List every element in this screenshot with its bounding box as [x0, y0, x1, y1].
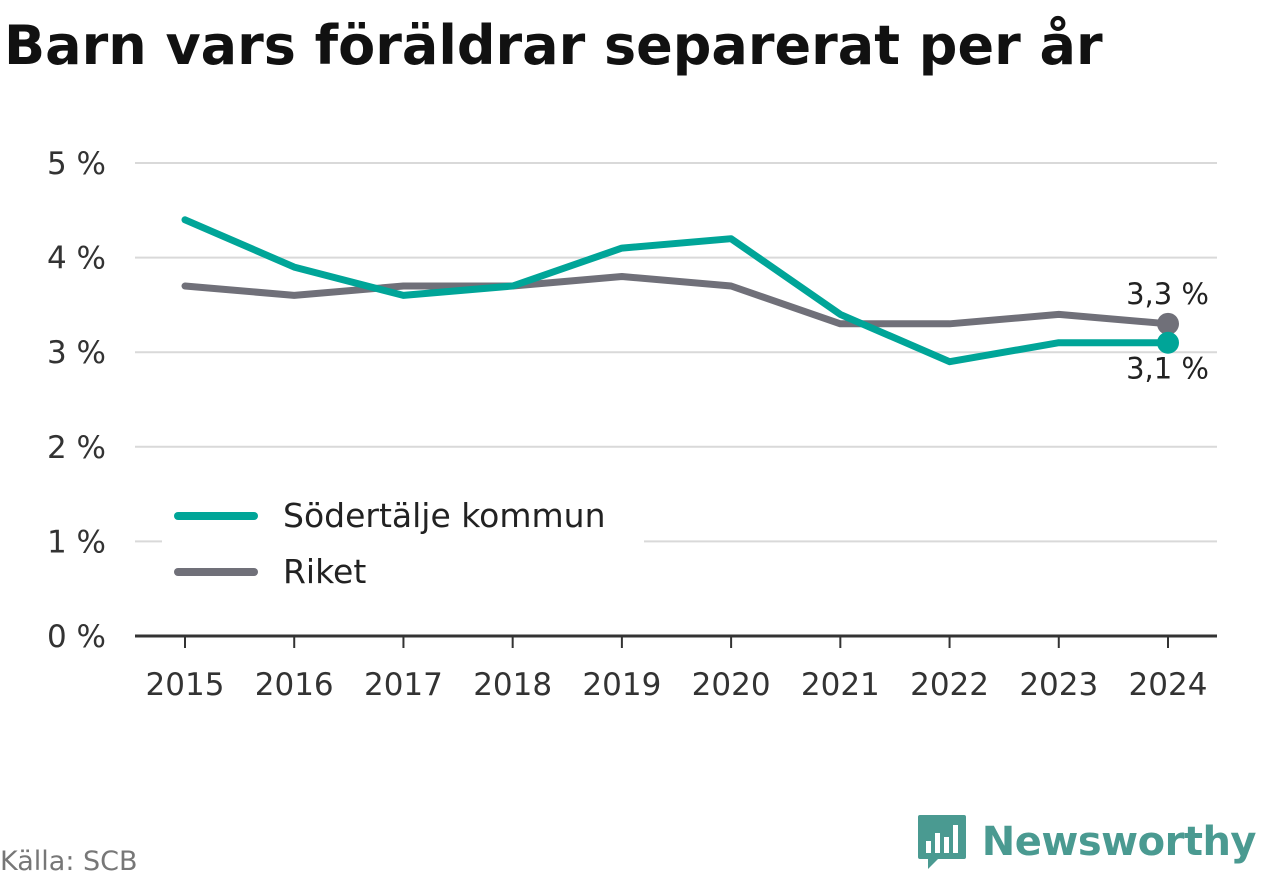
end-value-label: 3,3 %: [1126, 277, 1209, 311]
brand-name: Newsworthy: [981, 819, 1257, 865]
y-tick-label: 1 %: [47, 524, 106, 560]
axes: 0 % 1 % 2 % 3 % 4 % 5 % 2015 2016 2017 2018 2019 20…: [47, 146, 1217, 703]
x-tick-label: 2020: [692, 667, 771, 703]
end-labels: 3,1 % 3,3 %: [1126, 277, 1209, 386]
series-line: [181, 216, 1172, 366]
end-value-label: 3,1 %: [1126, 352, 1209, 386]
x-tick-label: 2024: [1129, 667, 1208, 703]
x-tick-label: 2022: [910, 667, 989, 703]
y-tick-label: 3 %: [47, 335, 106, 371]
series-line: [181, 273, 1172, 328]
x-tick-label: 2023: [1019, 667, 1098, 703]
x-tick-label: 2018: [473, 667, 552, 703]
chart-title: Barn vars föräldrar separerat per år: [4, 14, 1103, 77]
x-tick-label: 2017: [364, 667, 443, 703]
newsworthy-logo-icon: [917, 815, 966, 869]
x-tick-label: 2016: [255, 667, 334, 703]
y-tick-label: 5 %: [47, 146, 106, 182]
x-tick-label: 2015: [146, 667, 225, 703]
y-tick-label: 4 %: [47, 241, 106, 277]
legend: Södertälje kommun Riket: [162, 492, 644, 602]
source-note: Källa: SCB: [0, 846, 138, 877]
series-lines: [181, 216, 1179, 366]
gridlines: [135, 162, 1217, 543]
x-tick-label: 2021: [801, 667, 880, 703]
y-tick-label: 0 %: [47, 619, 106, 655]
x-tick-label: 2019: [582, 667, 661, 703]
legend-background: [162, 492, 644, 602]
end-point-marker: [1157, 331, 1179, 354]
legend-label: Riket: [283, 552, 366, 591]
brand-logo: Newsworthy: [916, 813, 1257, 871]
legend-label: Södertälje kommun: [283, 496, 606, 535]
y-tick-label: 2 %: [47, 430, 106, 466]
end-point-marker: [1157, 312, 1179, 335]
